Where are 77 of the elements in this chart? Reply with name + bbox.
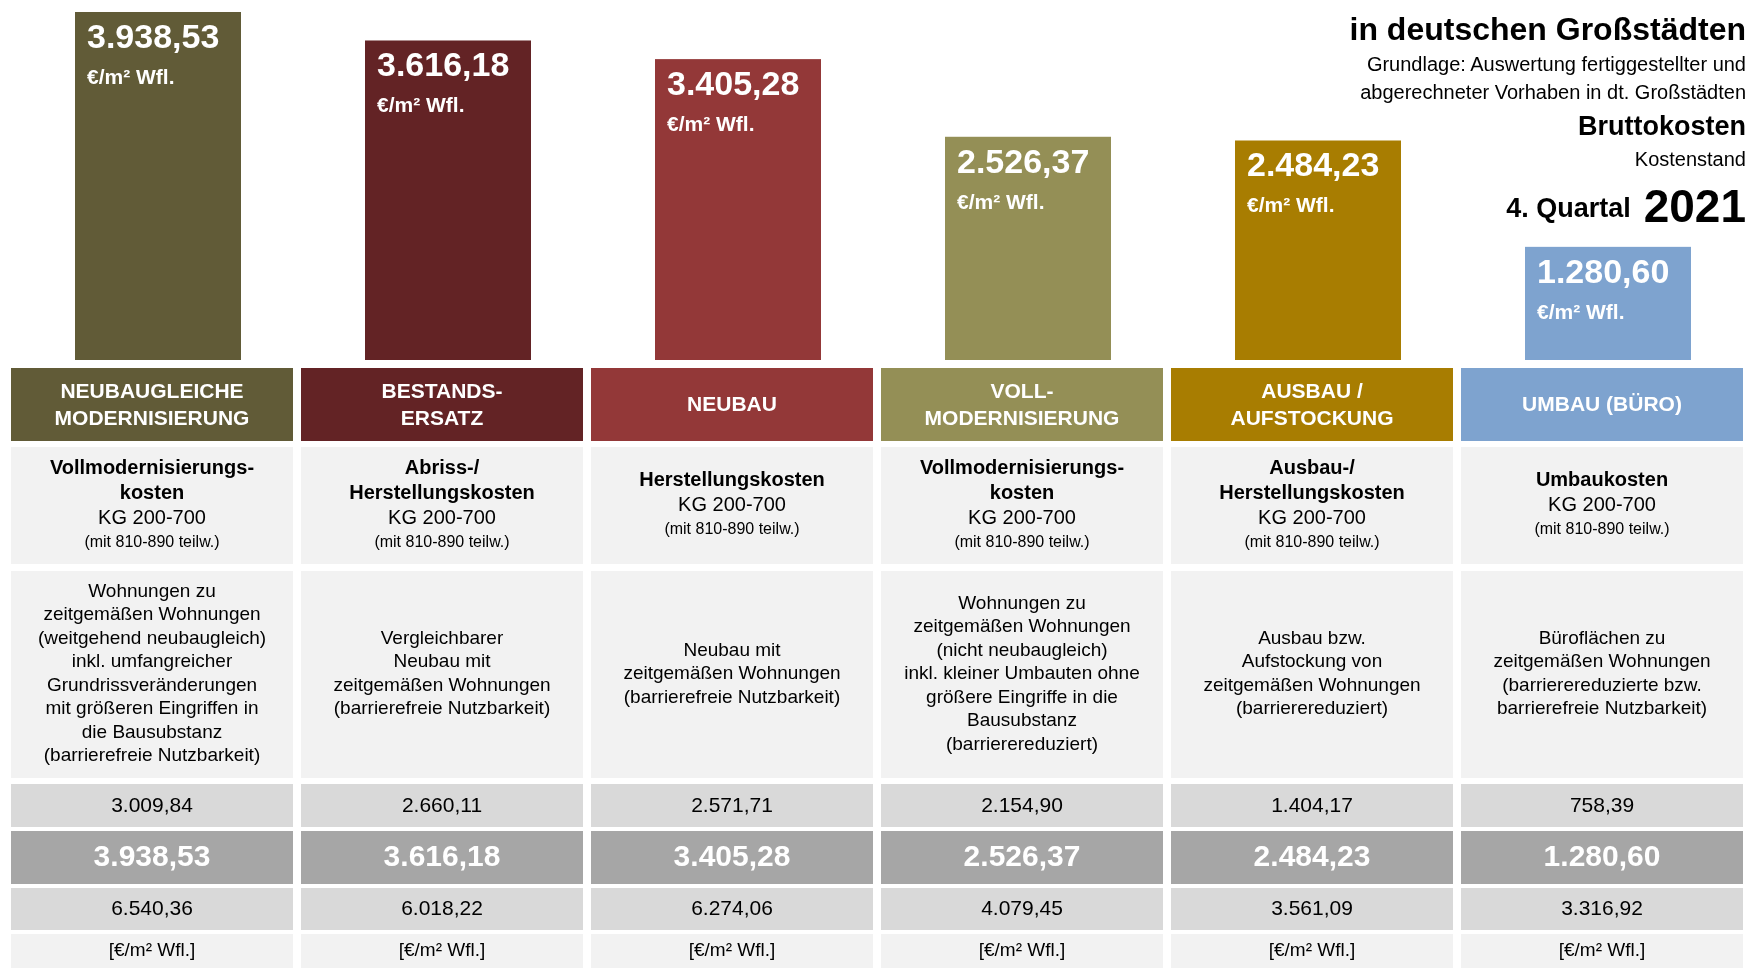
text: Büroflächen zu zeitgemäßen Wohnungen (barrierereduzierte bzw. barrierefreie Nutzbarkeit) [1493, 626, 1711, 719]
text: KG 200-700 [1548, 493, 1656, 516]
text: 1.404,17 [1271, 792, 1353, 816]
x-tick-label: NEUBAUGLEICHE MODERNISIERUNG [54, 378, 250, 429]
text: €/m² Wfl. [1247, 193, 1335, 217]
text: [€/m² Wfl.] [1558, 939, 1646, 961]
text: 3.009,84 [111, 792, 194, 816]
annotation: Kostenstand [1634, 148, 1746, 171]
text: KG 200-700 [968, 505, 1076, 528]
text: 3.316,92 [1561, 895, 1643, 919]
text: 2.484,23 [1247, 145, 1380, 184]
text: €/m² Wfl. [957, 189, 1045, 213]
text: [€/m² Wfl.] [978, 939, 1066, 961]
text: 6.018,22 [401, 895, 483, 919]
text: 4.079,45 [981, 895, 1063, 919]
text: 3.561,09 [1271, 895, 1353, 919]
x-tick-label: VOLL- MODERNISIERUNG [924, 378, 1120, 429]
text: KG 200-700 [98, 505, 206, 528]
text: Grundlage: Auswertung fertiggestellter und abgerechneter Vorhaben in dt. Großstädten [1360, 53, 1746, 104]
text: [€/m² Wfl.] [398, 939, 486, 961]
text: Wohnungen zu zeitgemäßen Wohnungen (weitgehend neubaugleich) inkl. umfangreicher Grundrissveränderungen mit größeren Eingriffen in die Bausubstanz (barrierefreie Nutzbarkeit) [37, 579, 267, 766]
text: Abriss-/ Herstellungskosten [349, 455, 535, 503]
text: [€/m² Wfl.] [1268, 939, 1356, 961]
data-label: 1.280,60 [1543, 838, 1661, 872]
data-label: 2.484,23 [1253, 838, 1371, 872]
text: 3.405,28 [667, 64, 800, 103]
bar [365, 40, 531, 360]
text: (mit 810-890 teilw.) [954, 532, 1090, 550]
y-axis-title: €/m² Wfl. [87, 65, 175, 88]
bar [655, 59, 821, 360]
data-label: 3.616,18 [383, 838, 501, 872]
text: Vergleichbarer Neubau mit zeitgemäßen Wohnungen (barrierefreie Nutzbarkeit) [333, 626, 551, 719]
data-label: 3.938,53 [93, 838, 211, 872]
text: 3.616,18 [377, 45, 510, 84]
text: 1.280,60 [1537, 251, 1670, 290]
text: 6.540,36 [111, 895, 193, 919]
text: €/m² Wfl. [1537, 299, 1625, 323]
text: 6.274,06 [691, 895, 773, 919]
text: (mit 810-890 teilw.) [1244, 532, 1380, 550]
text: (mit 810-890 teilw.) [374, 532, 510, 550]
text: €/m² Wfl. [377, 93, 465, 117]
bar [75, 12, 241, 360]
text: Wohnungen zu zeitgemäßen Wohnungen (nicht neubaugleich) inkl. kleiner Umbauten ohne größere Eingriffe in die Bausubstanz (barrierereduziert) [904, 591, 1140, 754]
x-tick-label: AUSBAU / AUFSTOCKUNG [1230, 378, 1394, 429]
x-tick-label: NEUBAU [687, 391, 777, 415]
text: Neubau mit zeitgemäßen Wohnungen (barrierefreie Nutzbarkeit) [623, 638, 841, 707]
annotation: 2021 [1630, 180, 1746, 233]
annotation: 4. Quartal [1506, 193, 1631, 224]
data-label: 3.405,28 [673, 838, 791, 872]
text: [€/m² Wfl.] [688, 939, 776, 961]
chart-title: in deutschen Großstädten [1349, 11, 1746, 48]
data-label: 2.526,37 [963, 838, 1081, 872]
text: (mit 810-890 teilw.) [1534, 520, 1670, 538]
annotation: Bruttokosten [1578, 111, 1746, 142]
text: 2.660,11 [401, 792, 483, 816]
bar [1235, 140, 1401, 360]
text: [€/m² Wfl.] [108, 939, 196, 961]
text: Ausbau bzw. Aufstockung von zeitgemäßen Wohnungen (barrierereduziert) [1203, 626, 1421, 719]
text: Vollmodernisierungs- kosten [49, 455, 255, 503]
text: €/m² Wfl. [667, 112, 755, 136]
text: KG 200-700 [388, 505, 496, 528]
text: Herstellungskosten [639, 468, 825, 491]
text: KG 200-700 [678, 493, 786, 516]
text: Ausbau-/ Herstellungskosten [1219, 455, 1405, 503]
text: 758,39 [1569, 792, 1635, 816]
text: 2.571,71 [691, 792, 773, 816]
bar [945, 136, 1111, 360]
text: (mit 810-890 teilw.) [664, 520, 800, 538]
text: 3.938,53 [87, 17, 220, 55]
text: (mit 810-890 teilw.) [84, 532, 220, 550]
text: 2.526,37 [957, 141, 1090, 180]
x-tick-label: BESTANDS- ERSATZ [381, 378, 503, 429]
text: Umbaukosten [1535, 468, 1669, 491]
text: Vollmodernisierungs- kosten [919, 455, 1125, 503]
text: KG 200-700 [1258, 505, 1366, 528]
text: 2.154,90 [981, 792, 1063, 816]
x-tick-label: UMBAU (BÜRO) [1522, 391, 1682, 415]
